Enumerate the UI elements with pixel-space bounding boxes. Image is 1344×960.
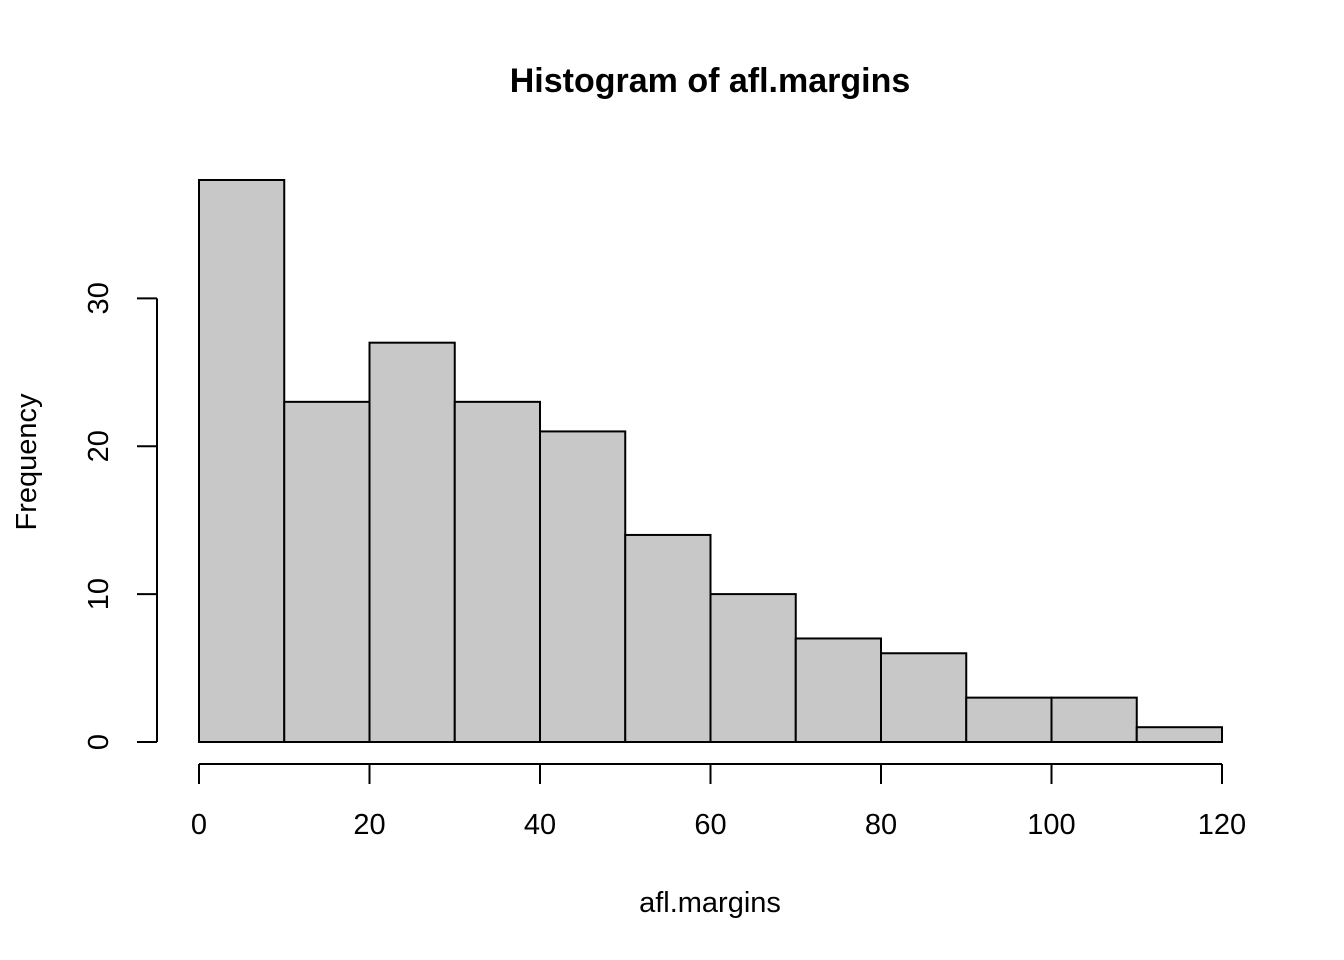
histogram-bar-0 — [198, 179, 286, 743]
y-axis-label: Frequency — [11, 393, 43, 531]
histogram-bar-9 — [965, 696, 1053, 744]
y-axis: 0 10 20 30 — [83, 282, 158, 750]
y-tick-label: 30 — [83, 282, 115, 314]
y-tick-label: 0 — [83, 734, 115, 750]
histogram-bar-8 — [880, 652, 968, 744]
histogram-bar-7 — [794, 637, 882, 744]
chart-title: Histogram of afl.margins — [510, 62, 911, 100]
histogram-bar-6 — [709, 593, 797, 744]
x-axis-label: afl.margins — [639, 887, 781, 919]
histogram-bar-5 — [624, 533, 712, 744]
x-axis: 0 20 40 60 80 100 120 — [191, 763, 1246, 841]
histogram-bar-11 — [1135, 726, 1223, 743]
y-tick-label: 20 — [83, 430, 115, 462]
x-tick-label: 0 — [191, 809, 207, 841]
histogram-bar-2 — [368, 341, 456, 743]
x-tick-label: 40 — [524, 809, 556, 841]
histogram-bar-3 — [453, 400, 541, 743]
x-tick-label: 60 — [694, 809, 726, 841]
histogram-bar-1 — [283, 400, 371, 743]
x-tick-label: 120 — [1198, 809, 1246, 841]
bars-group — [198, 179, 1223, 744]
y-tick-label: 10 — [83, 578, 115, 610]
histogram-bar-4 — [539, 430, 627, 743]
x-tick-label: 100 — [1027, 809, 1075, 841]
x-tick-label: 20 — [353, 809, 385, 841]
x-tick-label: 80 — [865, 809, 897, 841]
histogram-bar-10 — [1050, 696, 1138, 744]
